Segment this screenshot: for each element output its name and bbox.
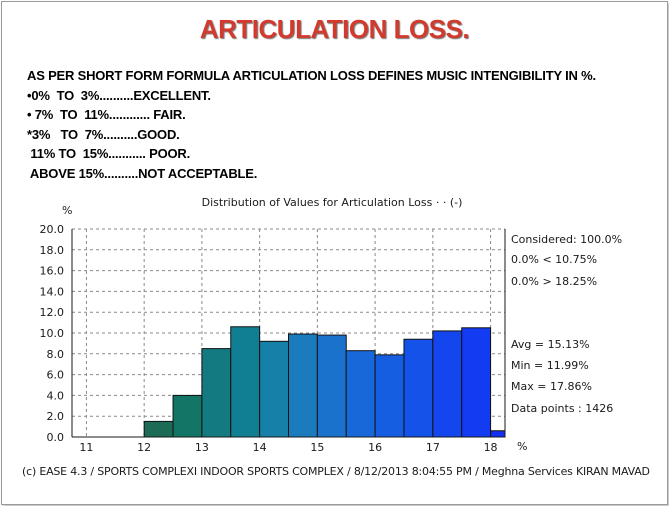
- y-tick-label: 10.0: [40, 327, 65, 340]
- stat-minimum: Min = 11.99%: [511, 359, 589, 372]
- y-tick-label: 20.0: [40, 223, 65, 236]
- chart-title: Distribution of Values for Articulation …: [202, 196, 463, 209]
- histogram-bars: [143, 326, 506, 438]
- software-credit-footer: (c) EASE 4.3 / SPORTS COMPLEXI INDOOR SP…: [22, 465, 650, 478]
- histogram-bar: [259, 340, 289, 438]
- note-line-definition: AS PER SHORT FORM FORMULA ARTICULATION L…: [27, 68, 596, 83]
- histogram-bar: [374, 354, 405, 438]
- stat-data-points: Data points : 1426: [511, 402, 613, 415]
- histogram-bar: [172, 394, 203, 438]
- histogram-bar: [316, 334, 347, 438]
- histogram-bar: [403, 338, 434, 438]
- stat-above-range: 0.0% > 18.25%: [511, 275, 597, 288]
- x-tick-label: 17: [426, 441, 440, 454]
- histogram-bar: [432, 330, 463, 438]
- y-tick-label: 0.0: [47, 431, 65, 444]
- statistics-panel: Considered: 100.0% 0.0% < 10.75% 0.0% > …: [511, 233, 622, 415]
- y-tick-label: 2.0: [47, 410, 65, 423]
- y-tick-label: 8.0: [47, 348, 65, 361]
- histogram-bar: [201, 348, 232, 438]
- note-line-fair: • 7% TO 11%............ FAIR.: [27, 107, 186, 122]
- y-tick-label: 18.0: [40, 244, 65, 257]
- axes: [71, 229, 506, 438]
- stat-considered: Considered: 100.0%: [511, 233, 622, 246]
- histogram-chart: Distribution of Values for Articulation …: [40, 196, 623, 454]
- note-line-not-acceptable: ABOVE 15%..........NOT ACCEPTABLE.: [27, 165, 258, 181]
- histogram-bar: [345, 350, 376, 438]
- note-line-good: *3% TO 7%..........GOOD.: [27, 126, 180, 142]
- stat-maximum: Max = 17.86%: [511, 380, 592, 393]
- x-tick-labels: 11 12 13 14 15 16 17 18: [79, 441, 497, 454]
- x-tick-label: 14: [253, 441, 267, 454]
- y-tick-label: 12.0: [40, 306, 65, 319]
- y-tick-label: 4.0: [47, 389, 65, 402]
- histogram-bar: [230, 326, 261, 438]
- x-tick-label: 11: [79, 441, 93, 454]
- stat-below-range: 0.0% < 10.75%: [511, 253, 597, 266]
- slide-title: ARTICULATION LOSS.: [199, 14, 470, 44]
- x-tick-label: 15: [310, 441, 324, 454]
- y-tick-label: 16.0: [40, 265, 65, 278]
- y-tick-label: 14.0: [40, 285, 65, 298]
- stat-average: Avg = 15.13%: [511, 338, 590, 351]
- x-tick-label: 16: [368, 441, 382, 454]
- histogram-bar: [288, 333, 318, 438]
- histogram-bar: [143, 420, 174, 438]
- note-line-poor: 11% TO 15%........... POOR.: [27, 146, 191, 161]
- x-tick-label: 12: [137, 441, 151, 454]
- y-tick-labels: 0.0 2.0 4.0 6.0 8.0 10.0 12.0 14.0 16.0 18.0 20.0: [40, 223, 65, 444]
- rating-notes: AS PER SHORT FORM FORMULA ARTICULATION L…: [27, 66, 596, 183]
- x-tick-label: 13: [195, 441, 209, 454]
- histogram-bar: [490, 430, 506, 438]
- x-tick-label: 18: [484, 441, 498, 454]
- y-axis-label: %: [62, 204, 72, 217]
- y-tick-label: 6.0: [47, 369, 65, 382]
- histogram-bar: [461, 327, 492, 438]
- note-line-excellent: •0% TO 3%..........EXCELLENT.: [27, 87, 211, 103]
- x-axis-unit-label: %: [517, 440, 527, 453]
